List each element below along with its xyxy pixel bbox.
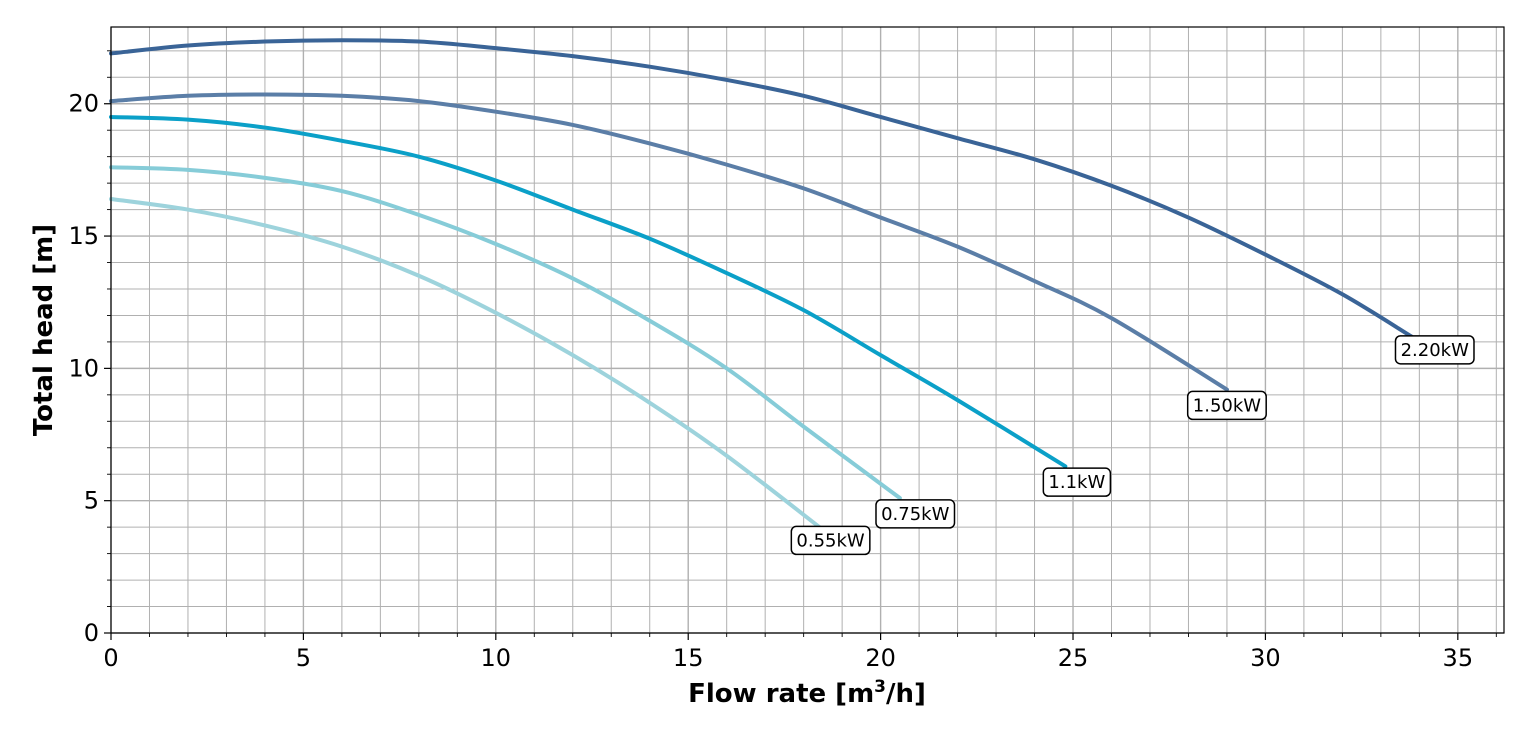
plot-frame <box>110 26 1505 634</box>
x-tick-label: 35 <box>1443 644 1474 672</box>
curve-2-20kw <box>109 38 1414 339</box>
curve-label-0-75kw: 0.75kW <box>875 499 956 529</box>
curve-1-50kw <box>109 92 1229 392</box>
y-tick-label: 15 <box>68 222 99 250</box>
minor-grid <box>111 27 1504 633</box>
curve-label-text: 0.55kW <box>796 530 865 551</box>
curve-label-box <box>790 525 871 556</box>
x-axis-title: Flow rate [m3/h] <box>688 677 926 709</box>
curve-0-75kw <box>109 165 902 501</box>
x-tick-label: 30 <box>1250 644 1281 672</box>
curve-label-text: 0.75kW <box>881 504 950 525</box>
curve-label-text: 1.1kW <box>1048 472 1105 493</box>
y-axis-title: Total head [m] <box>29 224 59 436</box>
curve-0-55kw <box>109 197 825 532</box>
curve-label-text: 1.50kW <box>1193 395 1262 416</box>
y-tick-label: 10 <box>68 354 99 382</box>
x-tick-label: 15 <box>673 644 704 672</box>
curve-label-box <box>1394 335 1475 365</box>
curve-labels: 0.55kW 0.75kW 1.1kW 1.50kW 2.20kW <box>790 335 1475 556</box>
x-tick-label: 0 <box>103 644 118 672</box>
y-tick-label: 0 <box>84 619 99 647</box>
x-tick-label: 5 <box>296 644 311 672</box>
curve-label-box <box>1042 467 1112 497</box>
curve-label-2-20kw: 2.20kW <box>1394 335 1475 365</box>
x-tick-label: 10 <box>481 644 512 672</box>
curve-label-box <box>875 499 956 529</box>
curve-label-text: 2.20kW <box>1401 340 1470 361</box>
x-tick-label: 20 <box>865 644 896 672</box>
x-tick-label: 25 <box>1058 644 1089 672</box>
curve-label-1-1kw: 1.1kW <box>1042 467 1112 497</box>
y-tick-label: 20 <box>68 90 99 118</box>
curve-label-1-50kw: 1.50kW <box>1186 390 1267 421</box>
pump-curves <box>109 38 1414 532</box>
y-tick-label: 5 <box>84 487 99 515</box>
tick-labels: 0 5 10 15 20 25 30 35 0 5 10 15 20 <box>68 90 1473 672</box>
curve-label-box <box>1186 390 1267 421</box>
axis-ticks <box>104 50 1497 640</box>
curve-1-1kw <box>109 114 1068 469</box>
curve-label-0-55kw: 0.55kW <box>790 525 871 556</box>
